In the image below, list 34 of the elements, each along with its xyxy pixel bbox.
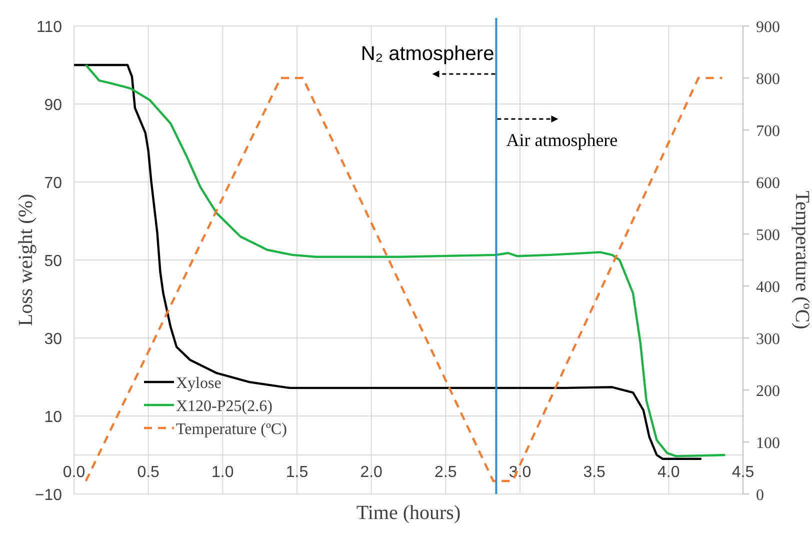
y-tick-label: 70 xyxy=(44,175,62,192)
x-tick-label: 2.5 xyxy=(434,464,457,481)
y-tick-label: 110 xyxy=(36,19,62,36)
y2-tick-label: 700 xyxy=(756,123,780,140)
y2-tick-label: 300 xyxy=(756,331,780,348)
x-tick-label: 1.0 xyxy=(212,464,234,481)
annotation: N₂ atmosphere xyxy=(360,43,494,65)
y-tick-label: 50 xyxy=(44,253,62,270)
legend-label: X120-P25(2.6) xyxy=(176,398,272,415)
y-tick-label: 10 xyxy=(44,409,62,426)
y2-tick-label: 0 xyxy=(756,487,764,504)
annotation: Air atmosphere xyxy=(506,130,618,150)
y2-tick-label: 600 xyxy=(756,175,780,192)
x-tick-label: 0.0 xyxy=(62,464,86,481)
x-tick-label: 4.0 xyxy=(658,464,680,481)
x-tick-label: 1.5 xyxy=(286,464,308,481)
x-tick-label: 3.5 xyxy=(583,464,606,481)
y-tick-label: −10 xyxy=(34,487,62,504)
y2-tick-label: 900 xyxy=(756,19,780,36)
x-axis-title: Time (hours) xyxy=(356,502,461,524)
x-tick-label: 2.0 xyxy=(360,464,383,481)
y-tick-label: 90 xyxy=(44,97,62,114)
x-tick-label: 4.5 xyxy=(732,464,754,481)
y2-tick-label: 100 xyxy=(756,435,780,452)
y2-tick-label: 400 xyxy=(756,279,780,296)
y2-tick-label: 500 xyxy=(756,227,780,244)
y2-axis-title: Temperature (ºC) xyxy=(791,190,812,330)
y-axis-title: Loss weight (%) xyxy=(15,194,37,326)
legend-label: Temperature (ºC) xyxy=(176,421,287,438)
y2-tick-label: 200 xyxy=(756,383,780,400)
y-tick-label: 30 xyxy=(44,331,62,348)
legend-label: Xylose xyxy=(176,375,222,392)
y2-tick-label: 800 xyxy=(756,71,780,88)
x-tick-label: 0.5 xyxy=(137,464,160,481)
